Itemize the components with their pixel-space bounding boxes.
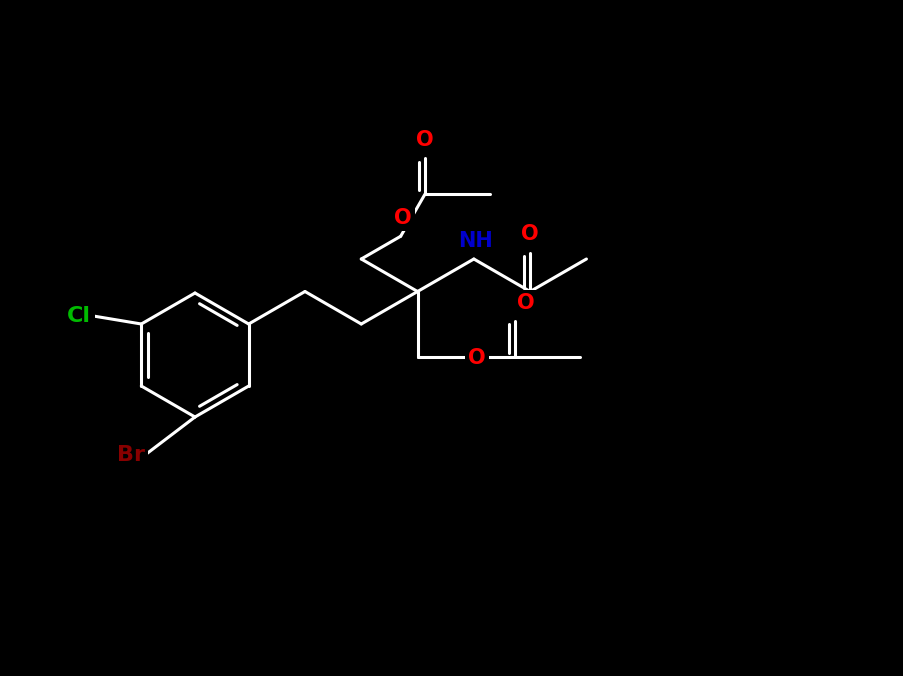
Text: Cl: Cl [67,306,91,326]
Text: O: O [415,130,433,150]
Text: O: O [468,349,486,368]
Text: O: O [517,293,534,313]
Text: O: O [521,224,538,245]
Text: NH: NH [458,231,493,251]
Text: O: O [394,208,411,228]
Text: Br: Br [116,445,144,465]
